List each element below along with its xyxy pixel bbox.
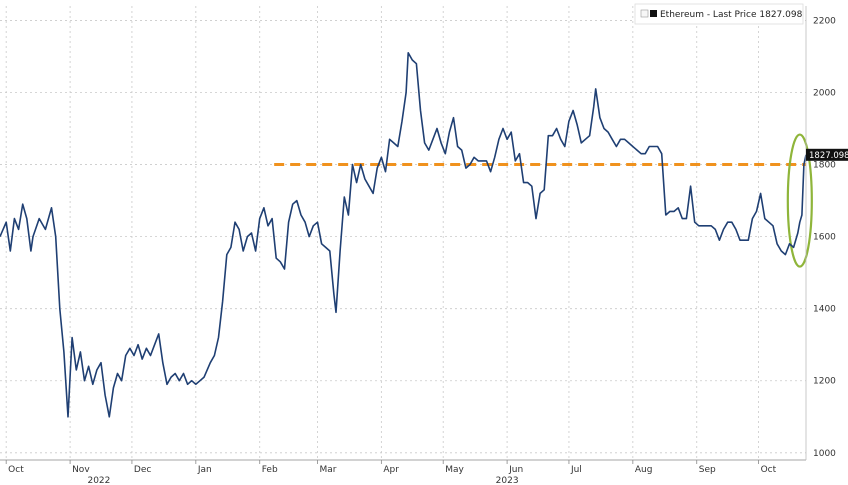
x-tick-label: Apr xyxy=(383,465,399,475)
year-label: 2022 xyxy=(87,476,110,485)
axis-labels: 1000 1200 1400 1600 1800 2000 2200 Oct Nov Dec Jan… xyxy=(0,6,836,485)
y-tick-label: 1000 xyxy=(813,449,836,459)
x-tick-label: Dec xyxy=(134,465,151,475)
series-line-ethereum xyxy=(0,52,807,418)
legend: Ethereum - Last Price 1827.098 xyxy=(634,3,804,25)
y-tick-label: 1200 xyxy=(813,377,836,387)
legend-box xyxy=(634,3,804,25)
x-tick-label: May xyxy=(445,465,464,475)
y-tick-label: 1600 xyxy=(813,233,836,243)
grid-lines xyxy=(0,6,806,460)
x-tick-label: Oct xyxy=(761,465,777,475)
last-price-tag-box xyxy=(806,148,848,161)
x-tick-label: Jun xyxy=(508,465,523,475)
x-tick-label: Mar xyxy=(319,465,336,475)
y-tick-label: 1800 xyxy=(813,161,836,171)
legend-swatch-icon xyxy=(650,10,657,17)
y-tick-label: 2000 xyxy=(813,88,836,98)
x-tick-label: Jan xyxy=(197,465,212,475)
y-tick-label: 2200 xyxy=(813,16,836,26)
x-tick-label: Nov xyxy=(72,465,90,475)
legend-label: Ethereum - Last Price 1827.098 xyxy=(660,10,803,20)
last-price-tag-label: 1827.098 xyxy=(809,151,848,161)
x-tick-label: Sep xyxy=(699,465,716,475)
x-tick-label: Jul xyxy=(570,465,582,475)
x-tick-label: Aug xyxy=(635,465,653,475)
legend-checkbox-icon[interactable] xyxy=(640,9,649,18)
annotations xyxy=(274,133,813,268)
highlight-ellipse xyxy=(786,133,813,268)
x-tick-label: Feb xyxy=(262,465,278,475)
y-tick-label: 1400 xyxy=(813,305,836,315)
series-layer xyxy=(0,52,807,418)
last-price-tag: 1827.098 xyxy=(806,148,848,161)
year-label: 2023 xyxy=(496,476,519,485)
x-tick-label: Oct xyxy=(8,465,24,475)
